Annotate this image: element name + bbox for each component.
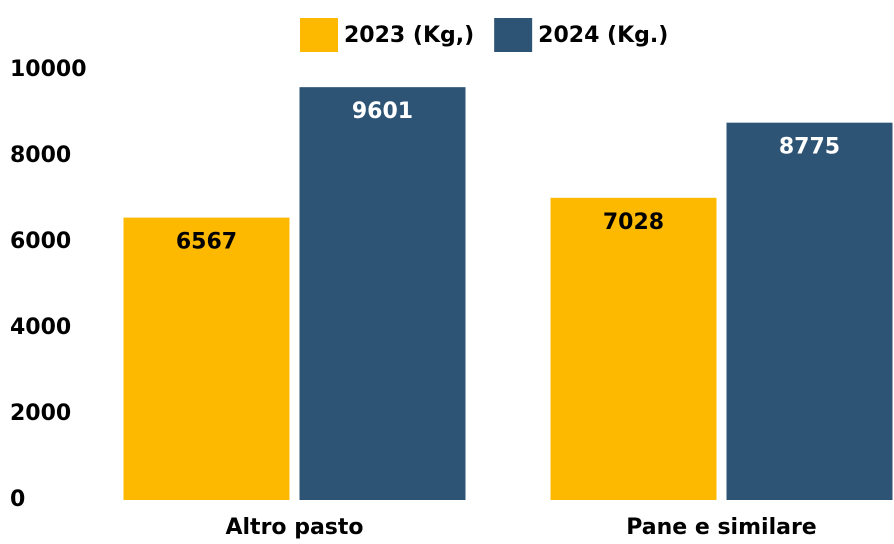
value-label: 7028	[603, 210, 664, 235]
value-label: 6567	[176, 230, 237, 255]
legend-swatch	[494, 18, 533, 52]
y-tick-label: 4000	[10, 315, 71, 340]
bar	[123, 217, 290, 500]
bar	[550, 197, 717, 500]
y-tick-label: 6000	[10, 229, 71, 254]
bar	[299, 87, 466, 501]
y-tick-label: 0	[10, 487, 25, 512]
bar	[726, 122, 893, 501]
legend-label: 2024 (Kg.)	[538, 23, 668, 48]
legend-label: 2023 (Kg,)	[344, 23, 474, 48]
legend-swatch	[300, 18, 338, 52]
x-tick-label: Pane e similare	[626, 515, 816, 540]
value-label: 8775	[779, 135, 840, 160]
y-tick-label: 2000	[10, 401, 71, 426]
x-tick-label: Altro pasto	[225, 515, 363, 540]
y-tick-label: 10000	[10, 57, 87, 82]
y-tick-label: 8000	[10, 143, 71, 168]
value-label: 9601	[352, 99, 413, 124]
